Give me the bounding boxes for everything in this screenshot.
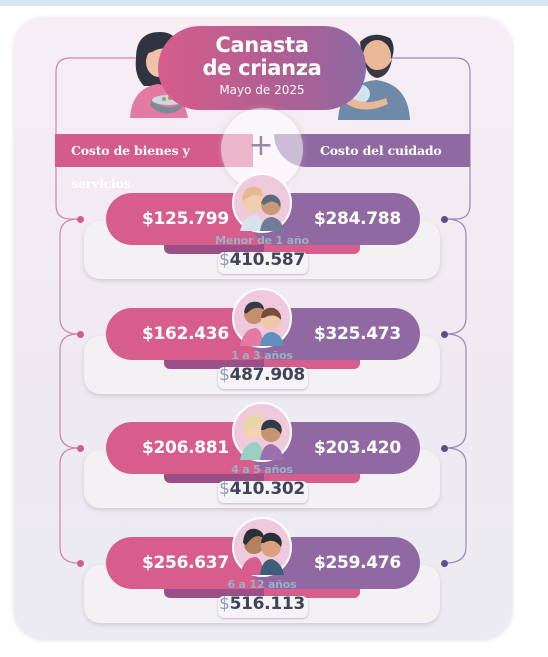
currency-symbol: $ bbox=[219, 365, 230, 385]
total-amount: 410.587 bbox=[229, 250, 306, 270]
total-box bbox=[218, 367, 308, 389]
age-group-label: 4 a 5 años bbox=[231, 463, 293, 476]
title-date: Mayo de 2025 bbox=[219, 83, 305, 97]
age-row-6-12: $256.637 $259.476 6 a 12 años $516.113 bbox=[0, 517, 548, 657]
left-connector-dot bbox=[77, 560, 84, 567]
right-connector-dot bbox=[441, 331, 448, 338]
right-connector-dot bbox=[441, 560, 448, 567]
total-value: $516.113 bbox=[200, 594, 324, 614]
age-group-label: Menor de 1 año bbox=[215, 234, 309, 247]
row-bar-left bbox=[164, 586, 264, 598]
left-connector-dot bbox=[77, 445, 84, 452]
left-connector-dot bbox=[77, 331, 84, 338]
total-amount: 516.113 bbox=[229, 594, 306, 614]
total-box bbox=[218, 596, 308, 618]
total-value: $487.908 bbox=[200, 365, 324, 385]
title-line-2: de crianza bbox=[202, 56, 322, 80]
older-child-avatar-icon bbox=[232, 517, 292, 577]
connector-lines bbox=[55, 57, 471, 564]
row-bar-left bbox=[164, 471, 264, 483]
plus-icon: + bbox=[248, 128, 274, 163]
currency-symbol: $ bbox=[219, 250, 230, 270]
row-bar-right bbox=[264, 357, 360, 369]
row-bar-left bbox=[164, 357, 264, 369]
title-banner: Canasta de crianza Mayo de 2025 bbox=[158, 26, 366, 110]
total-amount: 487.908 bbox=[229, 365, 306, 385]
toddler-avatar-icon bbox=[232, 288, 292, 348]
goods-services-label: Costo de bienes y servicios bbox=[55, 134, 253, 191]
row-bar-right bbox=[264, 471, 360, 483]
total-value: $410.587 bbox=[200, 250, 324, 270]
right-connector-dot bbox=[441, 216, 448, 223]
left-connector-dot bbox=[77, 216, 84, 223]
currency-symbol: $ bbox=[219, 594, 230, 614]
age-row-1-3: $162.436 $325.473 1 a 3 años $487.908 bbox=[0, 288, 548, 428]
age-group-label: 6 a 12 años bbox=[227, 578, 297, 591]
currency-symbol: $ bbox=[219, 479, 230, 499]
row-bar-right bbox=[264, 242, 360, 254]
baby-avatar-icon bbox=[232, 173, 292, 233]
total-box bbox=[218, 252, 308, 274]
care-cost-label: Costo del cuidado bbox=[274, 134, 470, 167]
top-bar bbox=[0, 0, 548, 6]
total-value: $410.302 bbox=[200, 479, 324, 499]
row-bar-left bbox=[164, 242, 264, 254]
title-line-1: Canasta bbox=[215, 33, 309, 57]
row-bar-right bbox=[264, 586, 360, 598]
total-box bbox=[218, 481, 308, 503]
age-row-infant: $125.799 $284.788 Menor de 1 año $410.58… bbox=[0, 173, 548, 313]
right-connector-dot bbox=[441, 445, 448, 452]
total-amount: 410.302 bbox=[229, 479, 306, 499]
child-avatar-icon bbox=[232, 402, 292, 462]
age-group-label: 1 a 3 años bbox=[231, 349, 293, 362]
age-row-4-5: $206.881 $203.420 4 a 5 años $410.302 bbox=[0, 402, 548, 542]
